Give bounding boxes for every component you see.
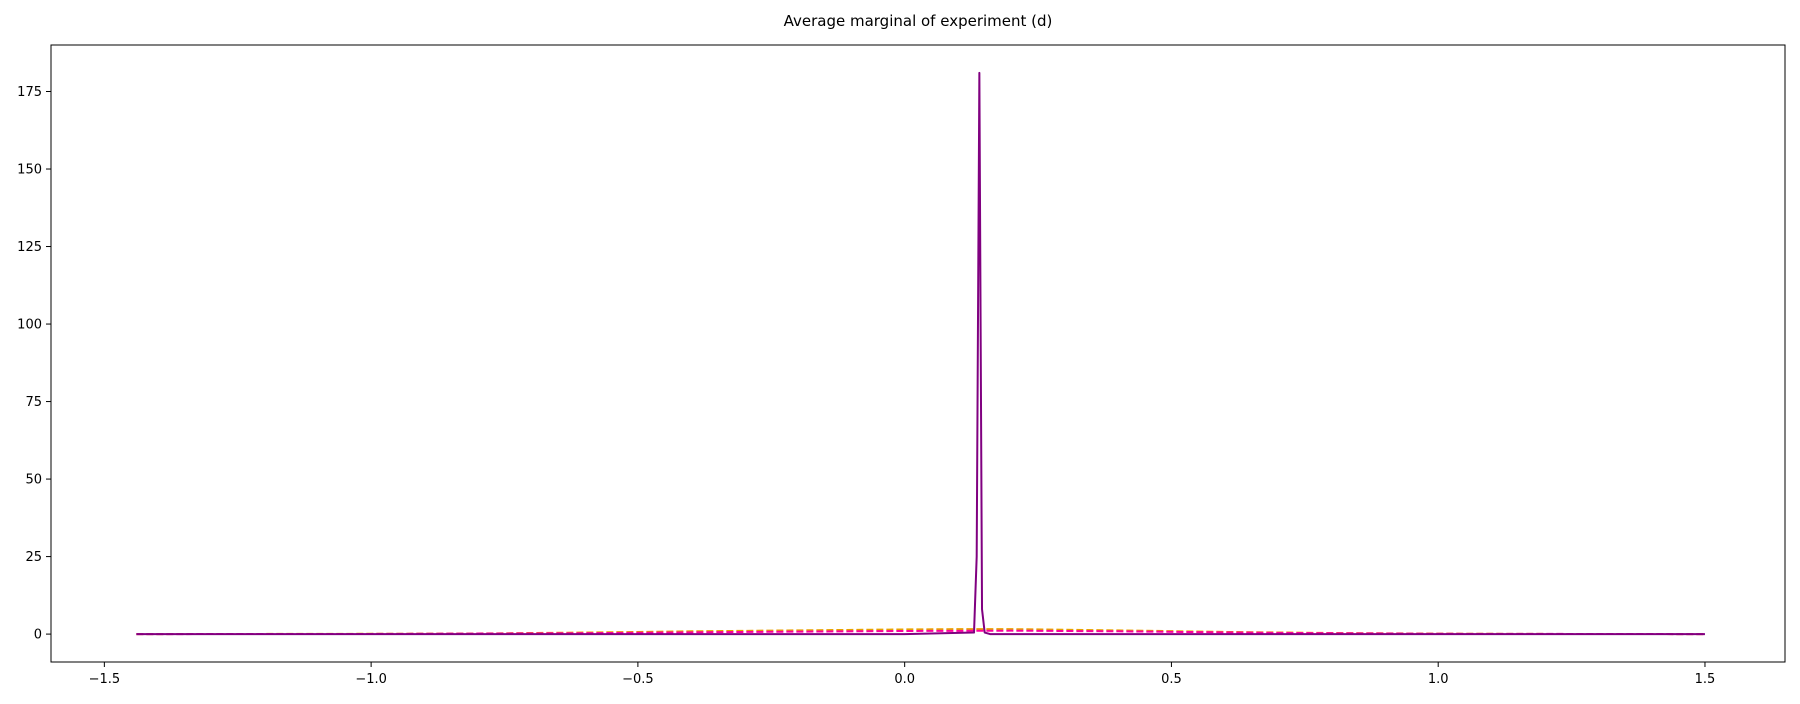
chart-title: Average marginal of experiment (d) — [784, 12, 1053, 30]
y-tick-label: 100 — [17, 318, 42, 333]
y-axis: 0 25 50 75 100 125 150 175 — [17, 85, 51, 643]
y-tick-label: 150 — [17, 163, 42, 178]
y-tick-label: 175 — [17, 85, 42, 100]
x-tick-label: 1.5 — [1695, 672, 1716, 687]
y-tick-label: 75 — [25, 395, 42, 410]
series-layer — [136, 71, 1705, 636]
x-tick-label: −1.0 — [355, 672, 387, 687]
x-axis: −1.5 −1.0 −0.5 0.0 0.5 1.0 1.5 — [89, 662, 1716, 687]
x-tick-label: 1.0 — [1428, 672, 1449, 687]
y-tick-label: 25 — [25, 550, 42, 565]
x-tick-label: −1.5 — [89, 672, 121, 687]
y-tick-label: 50 — [25, 473, 42, 488]
x-tick-label: 0.5 — [1161, 672, 1182, 687]
y-tick-label: 125 — [17, 240, 42, 255]
plot-frame — [50, 44, 1786, 663]
x-tick-label: 0.0 — [894, 672, 915, 687]
x-tick-label: −0.5 — [622, 672, 654, 687]
series-line-3 — [136, 71, 1705, 636]
y-tick-label: 0 — [34, 628, 42, 643]
